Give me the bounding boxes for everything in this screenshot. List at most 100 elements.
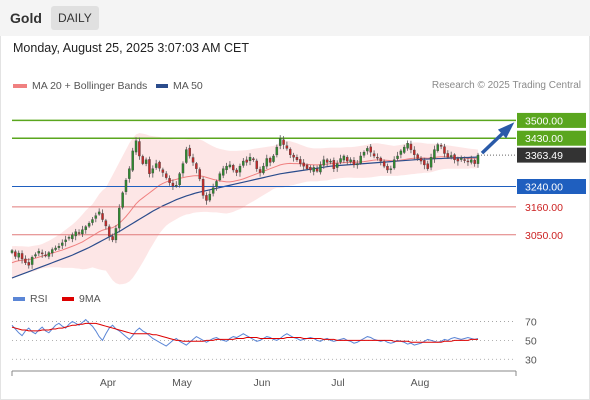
candle-body bbox=[473, 159, 476, 164]
candle-body bbox=[121, 192, 124, 208]
candle-body bbox=[252, 158, 255, 161]
candle-body bbox=[453, 154, 456, 161]
candle-body bbox=[138, 141, 141, 157]
candle-body bbox=[164, 173, 168, 178]
candle-body bbox=[134, 140, 138, 153]
rsi-tick-label: 50 bbox=[525, 335, 537, 347]
level-tag-resistance bbox=[517, 130, 586, 146]
candle-body bbox=[389, 168, 393, 170]
candle-body bbox=[171, 182, 175, 187]
candle-body bbox=[372, 153, 376, 157]
candle-body bbox=[242, 160, 245, 166]
timeframe-button[interactable]: DAILY bbox=[51, 6, 99, 30]
candle-body bbox=[449, 155, 453, 158]
candle-body bbox=[191, 157, 195, 163]
candle-body bbox=[322, 159, 326, 166]
candle-body bbox=[433, 149, 436, 159]
candle-body bbox=[71, 234, 74, 240]
candle-body bbox=[258, 169, 262, 173]
symbol-title: Gold bbox=[10, 10, 42, 26]
level-label-current: 3363.49 bbox=[525, 150, 563, 162]
ma20-swatch bbox=[13, 84, 27, 89]
bollinger-band bbox=[12, 133, 478, 285]
level-tag-resistance bbox=[517, 112, 586, 128]
legend-rsi: RSI bbox=[13, 293, 48, 305]
candle-body bbox=[87, 223, 91, 227]
rsi-tick-label: 70 bbox=[525, 316, 537, 328]
rsi-label: RSI bbox=[30, 293, 48, 305]
candle-body bbox=[175, 185, 178, 187]
month-label: May bbox=[172, 377, 193, 389]
candle-body bbox=[369, 146, 372, 153]
candle-body bbox=[144, 159, 148, 164]
candle-body bbox=[342, 155, 346, 161]
level-label-support: 3160.00 bbox=[525, 202, 563, 214]
candle-body bbox=[181, 163, 185, 174]
rsi-line bbox=[11, 318, 479, 347]
candle-body bbox=[141, 156, 144, 164]
candle-body bbox=[285, 145, 289, 149]
level-tag-pivot bbox=[517, 179, 586, 194]
candle-body bbox=[232, 165, 235, 171]
candle-body bbox=[151, 168, 155, 174]
candle-body bbox=[409, 143, 413, 150]
candle-body bbox=[61, 242, 64, 246]
rsi-swatch bbox=[13, 297, 25, 302]
candle-body bbox=[57, 246, 61, 248]
candle-body bbox=[406, 143, 409, 149]
candle-body bbox=[319, 164, 322, 173]
candle-body bbox=[299, 159, 302, 164]
candle-body bbox=[205, 195, 208, 201]
candle-body bbox=[305, 164, 309, 169]
candle-body bbox=[295, 157, 299, 161]
ma20-line bbox=[11, 156, 478, 264]
candle-body bbox=[335, 163, 339, 168]
candle-body bbox=[27, 262, 30, 266]
candle-body bbox=[282, 139, 285, 145]
month-label: Jul bbox=[331, 377, 344, 389]
candle-body bbox=[302, 162, 305, 167]
candle-body bbox=[40, 252, 44, 255]
candle-body bbox=[346, 156, 349, 162]
candle-body bbox=[436, 144, 440, 151]
candle-body bbox=[168, 178, 171, 183]
candle-body bbox=[178, 173, 181, 186]
candle-body bbox=[470, 159, 473, 163]
candle-body bbox=[329, 160, 332, 163]
legend-ma20: MA 20 + Bollinger Bands bbox=[13, 80, 147, 92]
rsi-ma-swatch bbox=[62, 297, 74, 302]
top-bar: Gold DAILY bbox=[0, 0, 590, 36]
candle-body bbox=[413, 149, 416, 155]
legend-rsi-ma: 9MA bbox=[62, 293, 101, 305]
candle-body bbox=[396, 155, 399, 159]
candle-body bbox=[376, 156, 379, 159]
candle-body bbox=[37, 251, 41, 254]
candle-body bbox=[211, 187, 215, 194]
candle-body bbox=[359, 155, 362, 164]
candle-body bbox=[463, 159, 466, 161]
candle-body bbox=[476, 154, 480, 164]
candle-body bbox=[225, 165, 228, 171]
candle-body bbox=[104, 220, 108, 227]
candle-body bbox=[124, 179, 128, 192]
candle-body bbox=[382, 161, 386, 167]
candle-body bbox=[262, 165, 265, 174]
candle-body bbox=[67, 237, 71, 239]
candle-body bbox=[84, 226, 87, 230]
candle-body bbox=[77, 232, 81, 234]
candle-body bbox=[349, 159, 352, 163]
candle-body bbox=[198, 169, 201, 180]
candle-body bbox=[429, 157, 433, 168]
ma50-line bbox=[11, 156, 479, 279]
rsi-ma-label: 9MA bbox=[79, 293, 101, 305]
candle-body bbox=[366, 148, 369, 152]
candle-body bbox=[161, 169, 165, 173]
candle-body bbox=[94, 215, 98, 219]
candle-body bbox=[272, 155, 275, 162]
candle-body bbox=[446, 153, 450, 158]
candle-body bbox=[114, 228, 118, 241]
candle-body bbox=[292, 154, 295, 158]
month-label: Apr bbox=[100, 377, 117, 389]
candle-body bbox=[218, 173, 222, 181]
candle-body bbox=[245, 159, 248, 163]
